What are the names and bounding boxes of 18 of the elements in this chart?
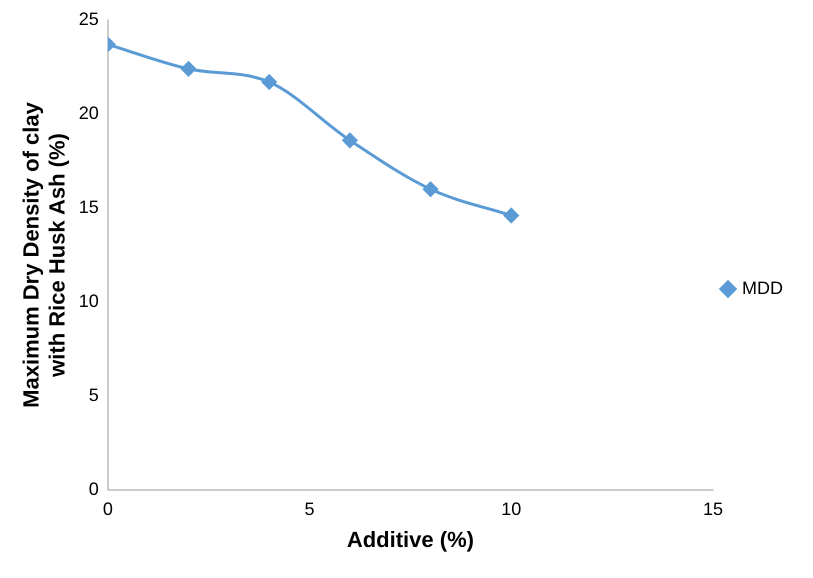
y-tick-label: 15	[78, 196, 99, 217]
y-tick-label: 0	[88, 478, 99, 499]
x-tick-label: 10	[501, 498, 522, 519]
x-axis-title: Additive (%)	[346, 526, 474, 552]
legend-label: MDD	[742, 278, 784, 298]
y-axis-title: Maximum Dry Density of clay with Rice Husk Ash (%)	[18, 101, 70, 408]
x-tick-label: 15	[702, 498, 724, 519]
x-tick-label: 5	[304, 498, 315, 519]
point	[262, 74, 277, 90]
point	[342, 132, 358, 148]
y-tick-label: 20	[78, 102, 99, 123]
y-tick-label: 25	[78, 8, 99, 29]
point	[423, 182, 438, 197]
x-tick-label: 0	[102, 498, 113, 519]
point	[504, 208, 519, 224]
point	[181, 61, 196, 76]
y-tick-label: 5	[88, 384, 99, 405]
y-tick-label: 10	[78, 290, 99, 311]
